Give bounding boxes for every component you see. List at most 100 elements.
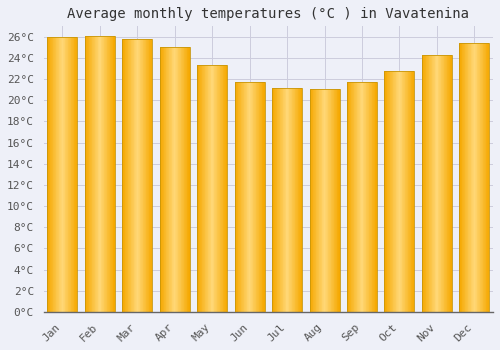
Bar <box>197 65 227 312</box>
Bar <box>439 55 440 312</box>
Bar <box>368 82 369 312</box>
Bar <box>262 82 263 312</box>
Bar <box>55 37 56 312</box>
Bar <box>48 37 49 312</box>
Bar <box>329 89 330 312</box>
Bar <box>249 82 250 312</box>
Bar <box>239 82 240 312</box>
Bar <box>258 82 260 312</box>
Bar <box>461 43 462 312</box>
Bar <box>110 36 111 312</box>
Bar <box>185 48 186 312</box>
Bar <box>124 39 126 312</box>
Bar <box>333 89 334 312</box>
Bar <box>384 71 414 312</box>
Bar <box>48 37 78 312</box>
Bar <box>111 36 112 312</box>
Bar <box>397 71 398 312</box>
Bar <box>321 89 322 312</box>
Bar <box>52 37 54 312</box>
Bar <box>186 48 187 312</box>
Bar <box>177 48 178 312</box>
Bar <box>426 55 427 312</box>
Bar <box>245 82 246 312</box>
Bar <box>473 43 474 312</box>
Bar <box>226 65 227 312</box>
Bar <box>219 65 220 312</box>
Bar <box>366 82 368 312</box>
Bar <box>70 37 72 312</box>
Bar <box>446 55 448 312</box>
Bar <box>66 37 67 312</box>
Bar <box>202 65 203 312</box>
Title: Average monthly temperatures (°C ) in Vavatenina: Average monthly temperatures (°C ) in Va… <box>68 7 469 21</box>
Bar <box>105 36 106 312</box>
Bar <box>234 82 236 312</box>
Bar <box>209 65 210 312</box>
Bar <box>128 39 129 312</box>
Bar <box>242 82 243 312</box>
Bar <box>339 89 340 312</box>
Bar <box>468 43 469 312</box>
Bar <box>279 88 280 312</box>
Bar <box>391 71 392 312</box>
Bar <box>104 36 105 312</box>
Bar <box>248 82 249 312</box>
Bar <box>87 36 88 312</box>
Bar <box>167 48 168 312</box>
Bar <box>76 37 78 312</box>
Bar <box>215 65 216 312</box>
Bar <box>139 39 140 312</box>
Bar <box>86 36 87 312</box>
Bar <box>479 43 480 312</box>
Bar <box>186 48 188 312</box>
Bar <box>68 37 69 312</box>
Bar <box>432 55 433 312</box>
Bar <box>273 88 274 312</box>
Bar <box>427 55 428 312</box>
Bar <box>50 37 51 312</box>
Bar <box>180 48 181 312</box>
Bar <box>221 65 222 312</box>
Bar <box>91 36 92 312</box>
Bar <box>64 37 66 312</box>
Bar <box>431 55 432 312</box>
Bar <box>134 39 135 312</box>
Bar <box>428 55 430 312</box>
Bar <box>287 88 288 312</box>
Bar <box>57 37 58 312</box>
Bar <box>398 71 400 312</box>
Bar <box>189 48 190 312</box>
Bar <box>184 48 186 312</box>
Bar <box>276 88 278 312</box>
Bar <box>403 71 404 312</box>
Bar <box>409 71 410 312</box>
Bar <box>122 39 123 312</box>
Bar <box>96 36 97 312</box>
Bar <box>285 88 286 312</box>
Bar <box>467 43 468 312</box>
Bar <box>200 65 201 312</box>
Bar <box>88 36 90 312</box>
Bar <box>136 39 138 312</box>
Bar <box>316 89 317 312</box>
Bar <box>92 36 93 312</box>
Bar <box>286 88 287 312</box>
Bar <box>374 82 375 312</box>
Bar <box>216 65 217 312</box>
Bar <box>330 89 332 312</box>
Bar <box>168 48 170 312</box>
Bar <box>213 65 214 312</box>
Bar <box>56 37 57 312</box>
Bar <box>394 71 395 312</box>
Bar <box>400 71 401 312</box>
Bar <box>147 39 148 312</box>
Bar <box>328 89 329 312</box>
Bar <box>362 82 364 312</box>
Bar <box>460 43 490 312</box>
Bar <box>312 89 314 312</box>
Bar <box>430 55 431 312</box>
Bar <box>148 39 150 312</box>
Bar <box>261 82 262 312</box>
Bar <box>424 55 425 312</box>
